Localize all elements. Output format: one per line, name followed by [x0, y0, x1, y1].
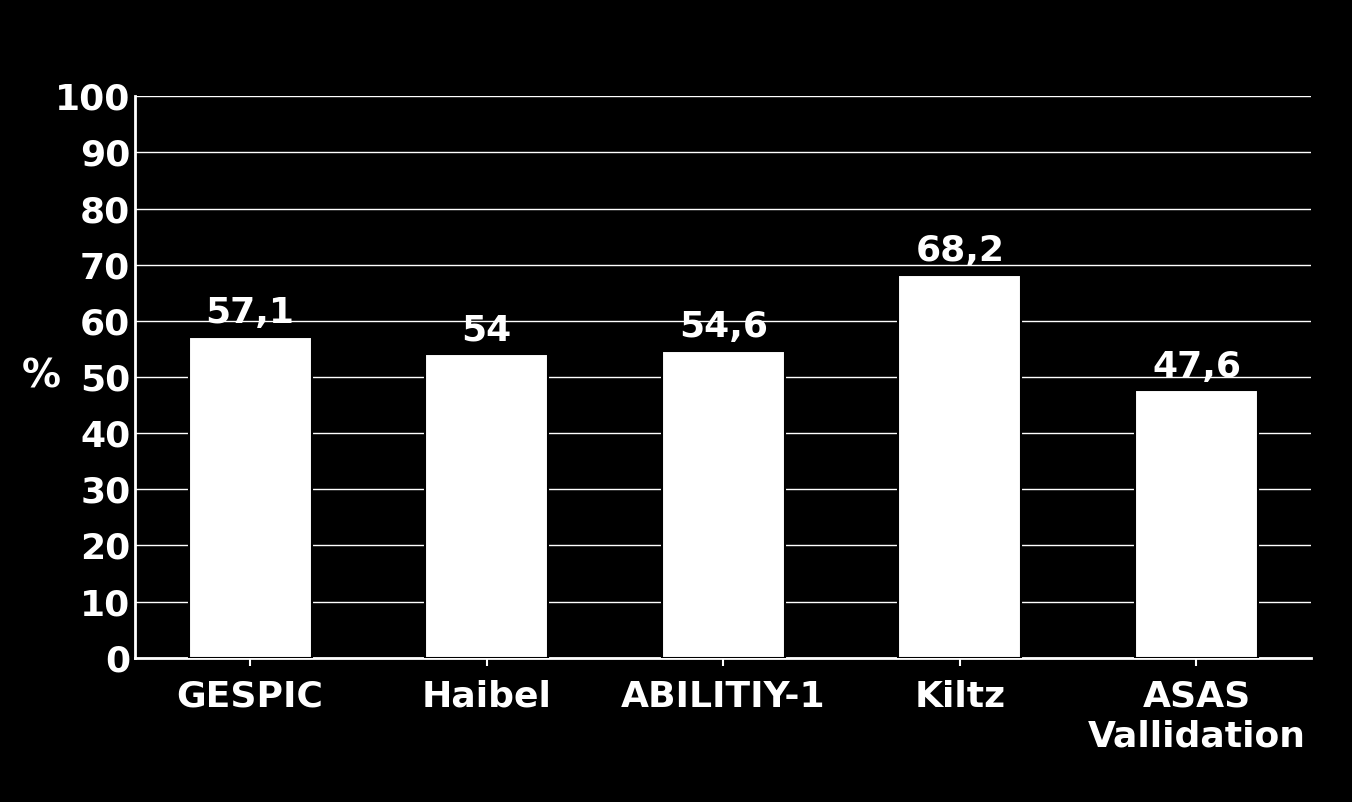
Text: 54: 54 — [461, 314, 512, 348]
Bar — [1134, 391, 1257, 658]
Text: %: % — [22, 358, 61, 396]
Text: 47,6: 47,6 — [1152, 350, 1241, 383]
Bar — [189, 337, 312, 658]
Bar — [662, 351, 784, 658]
Text: 54,6: 54,6 — [679, 310, 768, 344]
Text: 68,2: 68,2 — [915, 234, 1005, 268]
Text: 57,1: 57,1 — [206, 297, 295, 330]
Bar — [426, 354, 549, 658]
Bar — [898, 275, 1021, 658]
